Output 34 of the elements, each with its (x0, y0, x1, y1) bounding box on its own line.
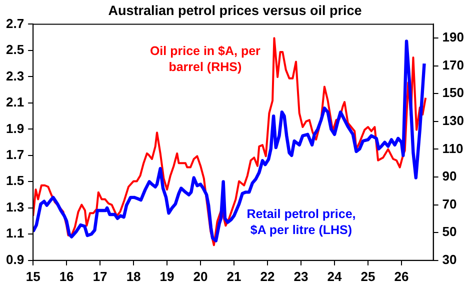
y2-tick-label: 90 (442, 168, 457, 184)
chart-title: Australian petrol prices versus oil price (108, 2, 362, 18)
x-tick-label: 22 (260, 268, 275, 284)
x-tick-label: 15 (26, 268, 40, 284)
y-tick-label: 1.9 (6, 120, 24, 136)
y-tick-label: 2.5 (6, 42, 24, 58)
annotation: Retail petrol price, $A per litre (LHS) (246, 207, 356, 238)
x-tick-label: 16 (59, 268, 74, 284)
y2-tick-label: 50 (442, 224, 457, 240)
y2-tick-label: 190 (442, 30, 464, 45)
y2-tick-label: 150 (442, 85, 464, 100)
y-tick-label: 2.1 (6, 94, 24, 110)
y-tick-label: 2.3 (6, 68, 24, 84)
y-tick-label: 2.7 (6, 16, 24, 31)
x-tick-label: 26 (394, 268, 409, 284)
y2-tick-label: 130 (442, 113, 464, 128)
annotation: Oil price in $A, per barrel (RHS) (150, 44, 261, 74)
x-tick-label: 24 (327, 268, 342, 284)
x-tick-label: 17 (92, 268, 108, 284)
y2-tick-label: 30 (442, 252, 457, 267)
y2-tick-label: 170 (442, 57, 464, 72)
x-tick-label: 19 (160, 268, 174, 284)
y-tick-label: 1.5 (6, 173, 24, 188)
y-tick-label: 0.9 (6, 252, 24, 267)
y-tick-label: 1.3 (6, 199, 24, 214)
x-tick-label: 20 (193, 268, 208, 284)
x-tick-label: 25 (360, 268, 376, 284)
x-tick-label: 18 (126, 268, 141, 284)
y-tick-label: 1.1 (6, 226, 24, 241)
y2-tick-label: 110 (442, 140, 464, 156)
x-tick-label: 23 (294, 268, 308, 284)
y2-tick-label: 70 (442, 196, 457, 212)
y-tick-label: 1.7 (6, 147, 24, 162)
x-tick-label: 21 (226, 268, 242, 284)
